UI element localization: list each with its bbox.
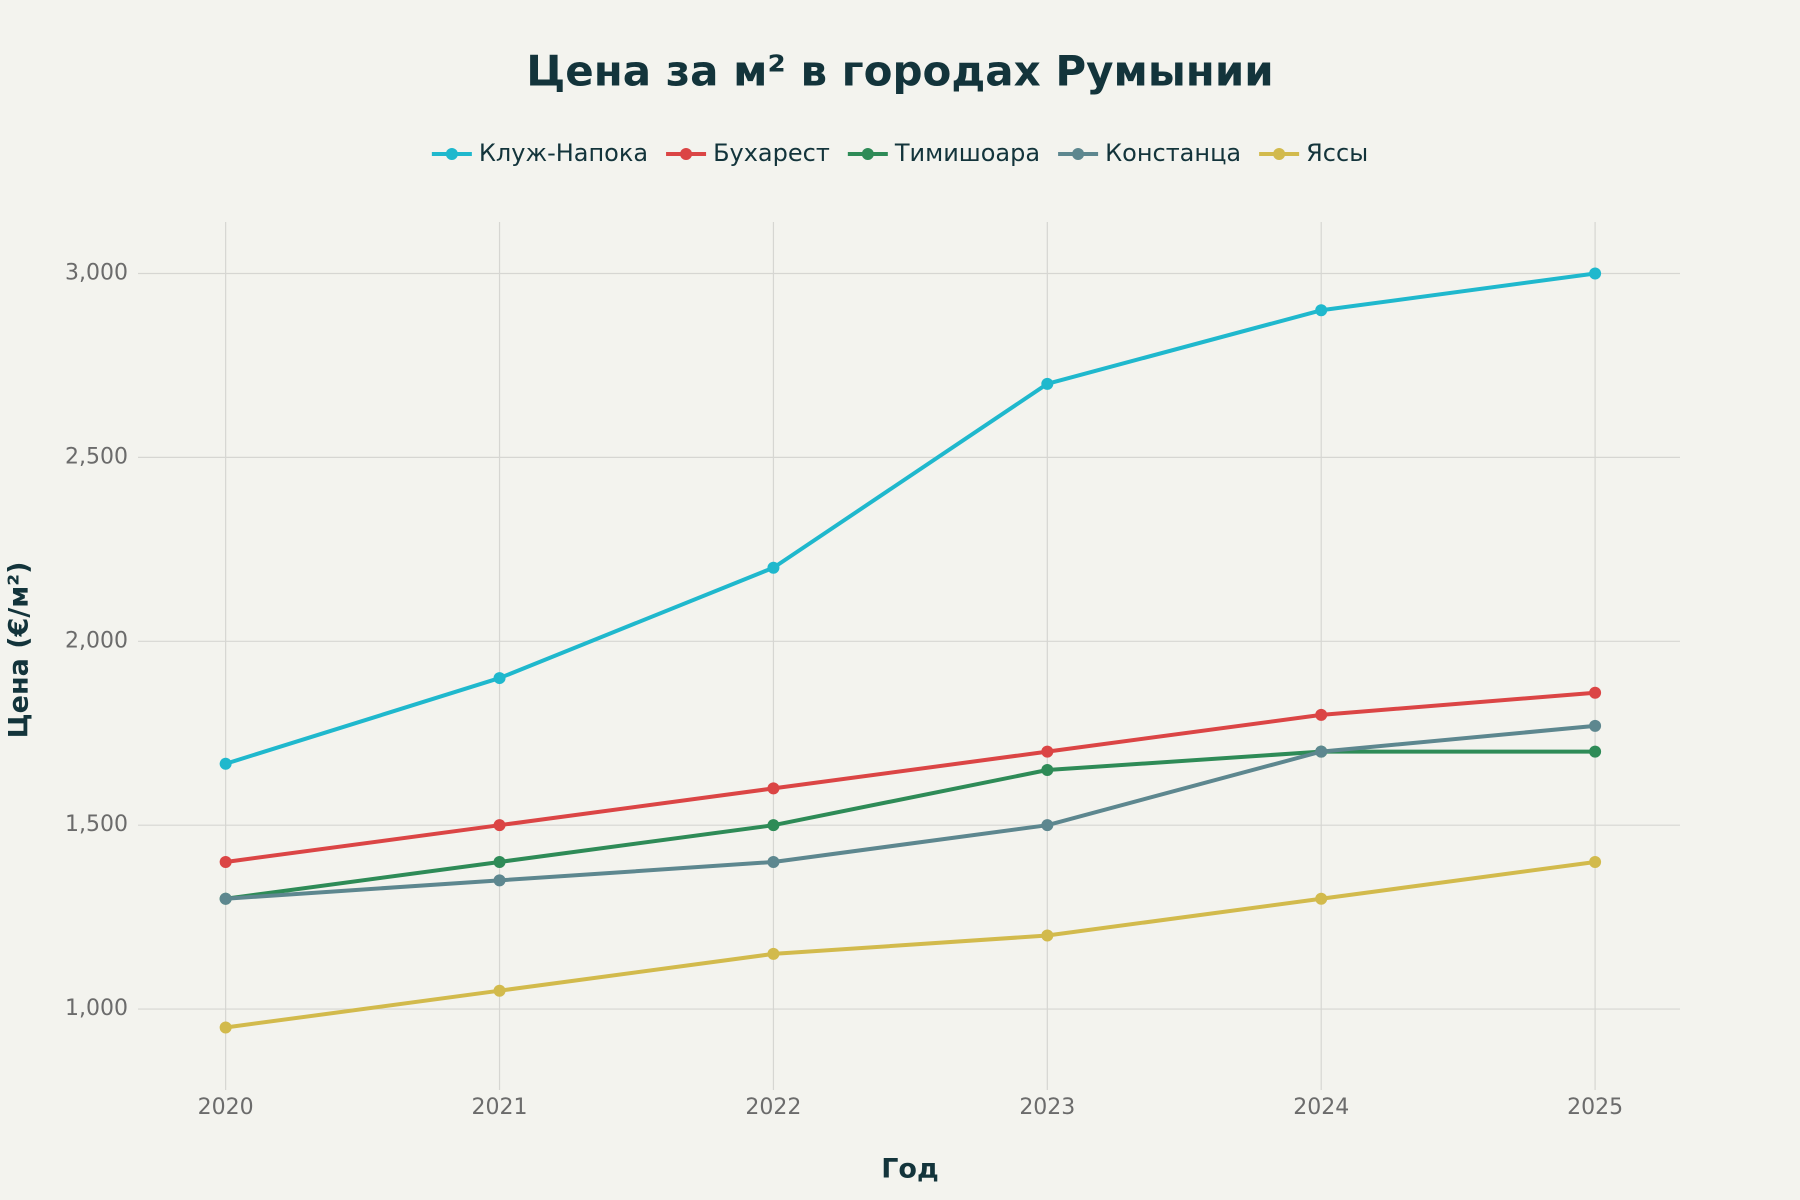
data-point xyxy=(1315,745,1328,758)
legend-item: Яссы xyxy=(1259,139,1368,167)
x-tick-label: 2025 xyxy=(1567,1095,1623,1120)
legend-marker xyxy=(1273,148,1286,160)
y-tick-label: 1,000 xyxy=(65,996,128,1021)
data-point xyxy=(767,855,780,868)
x-tick-label: 2021 xyxy=(472,1095,528,1120)
legend: Клуж-Напока Бухарест Тимишоара Констанца Ясс… xyxy=(431,139,1368,167)
data-point xyxy=(1041,377,1054,390)
legend-label: Тимишоара xyxy=(894,139,1040,167)
data-point xyxy=(1589,719,1602,732)
series-line xyxy=(225,690,1596,864)
data-point xyxy=(1315,304,1328,317)
series-line xyxy=(225,271,1596,766)
legend-item: Бухарест xyxy=(666,139,830,167)
legend-item: Тимишоара xyxy=(847,139,1040,167)
data-point xyxy=(219,855,232,868)
legend-label: Констанца xyxy=(1105,139,1241,167)
legend-label: Бухарест xyxy=(713,139,830,167)
data-point xyxy=(493,855,506,868)
data-point xyxy=(219,757,232,770)
y-tick-label: 2,000 xyxy=(65,628,128,653)
data-point xyxy=(767,947,780,960)
y-tick-label: 1,500 xyxy=(65,812,128,837)
data-point xyxy=(219,892,232,905)
data-point xyxy=(493,874,506,887)
legend-item: Клуж-Напока xyxy=(431,139,648,167)
chart-title: Цена за м² в городах Румынии xyxy=(526,47,1273,96)
data-point xyxy=(1041,745,1054,758)
legend-marker xyxy=(1072,148,1085,160)
legend-marker xyxy=(861,148,874,160)
data-point xyxy=(1589,745,1602,758)
series-line xyxy=(225,749,1596,901)
legend-marker xyxy=(680,148,693,160)
x-tick-label: 2022 xyxy=(745,1095,801,1120)
series-line xyxy=(225,723,1596,901)
legend-label: Яссы xyxy=(1306,139,1368,167)
data-point xyxy=(1315,892,1328,905)
data-point xyxy=(1315,708,1328,721)
data-point xyxy=(767,819,780,832)
data-point xyxy=(1589,855,1602,868)
data-point xyxy=(493,984,506,997)
data-point xyxy=(493,819,506,832)
y-tick-label: 3,000 xyxy=(65,260,128,285)
data-point xyxy=(1589,686,1602,699)
legend-marker xyxy=(445,148,458,160)
x-tick-label: 2023 xyxy=(1019,1095,1075,1120)
x-tick-label: 2024 xyxy=(1293,1095,1349,1120)
data-point xyxy=(1041,764,1054,777)
legend-item: Констанца xyxy=(1058,139,1241,167)
series-line xyxy=(225,859,1596,1030)
x-axis-title: Год xyxy=(881,1154,939,1185)
data-point xyxy=(1589,267,1602,280)
data-point xyxy=(767,561,780,574)
legend-label: Клуж-Напока xyxy=(479,139,648,167)
y-axis-title: Цена (€/м²) xyxy=(4,562,35,739)
data-point xyxy=(1041,929,1054,942)
data-point xyxy=(493,672,506,685)
x-tick-label: 2020 xyxy=(198,1095,254,1120)
y-tick-label: 2,500 xyxy=(65,444,128,469)
data-point xyxy=(1041,819,1054,832)
data-point xyxy=(219,1021,232,1034)
data-point xyxy=(767,782,780,795)
